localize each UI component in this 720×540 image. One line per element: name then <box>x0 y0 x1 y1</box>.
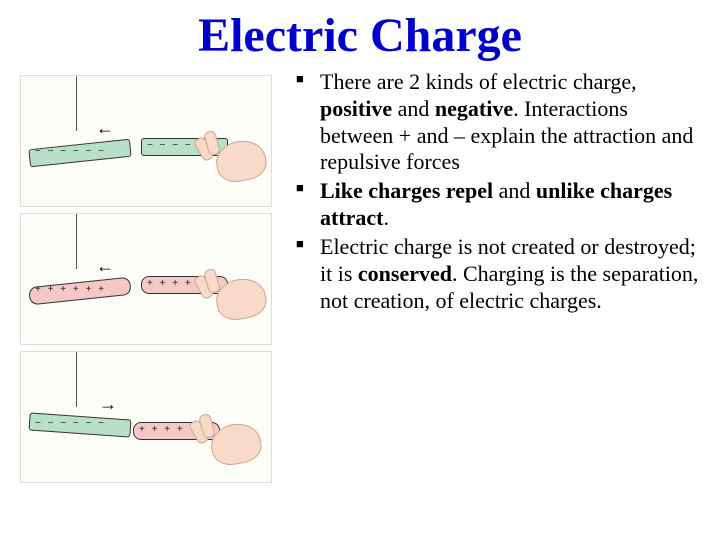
body-text: There are 2 kinds of electric charge, <box>320 69 637 94</box>
bullet-list: There are 2 kinds of electric charge, po… <box>296 69 700 314</box>
thread <box>76 76 77 131</box>
arrow-left-icon: ← <box>96 118 114 139</box>
bold-text: positive <box>320 96 392 121</box>
figures-column: ← − − − − − − − − − − − ← + + + + + + + … <box>20 69 280 483</box>
bullet-item: There are 2 kinds of electric charge, po… <box>296 69 700 176</box>
body-text: and <box>493 178 536 203</box>
hand-icon <box>196 131 266 186</box>
bold-text: Like charges repel <box>320 178 493 203</box>
rod-signs: + + + + <box>147 278 193 289</box>
body-text: . <box>384 205 390 230</box>
hand-icon <box>191 414 261 469</box>
rod-signs: − − − − − − <box>35 146 106 157</box>
rod-signs: − − − − − − <box>35 418 106 429</box>
slide: Electric Charge ← − − − − − − − − − − − <box>0 0 720 540</box>
content-row: ← − − − − − − − − − − − ← + + + + + + + … <box>0 69 720 483</box>
rod-signs: + + + + + + <box>35 284 106 295</box>
thread <box>76 352 77 407</box>
hand-icon <box>196 269 266 324</box>
rod-signs: + + + + <box>139 424 185 435</box>
arrow-left-icon: ← <box>96 256 114 277</box>
slide-title: Electric Charge <box>0 0 720 69</box>
figure-attract-unlike: → − − − − − − + + + + <box>20 351 272 483</box>
bullet-item: Like charges repel and unlike charges at… <box>296 178 700 232</box>
figure-repel-positive: ← + + + + + + + + + + <box>20 213 272 345</box>
figure-repel-negative: ← − − − − − − − − − − − <box>20 75 272 207</box>
bold-text: negative <box>435 96 513 121</box>
text-column: There are 2 kinds of electric charge, po… <box>280 69 700 483</box>
body-text: and <box>392 96 435 121</box>
thread <box>76 214 77 269</box>
arrow-right-icon: → <box>99 394 117 415</box>
bullet-item: Electric charge is not created or destro… <box>296 234 700 314</box>
bold-text: conserved <box>358 261 452 286</box>
